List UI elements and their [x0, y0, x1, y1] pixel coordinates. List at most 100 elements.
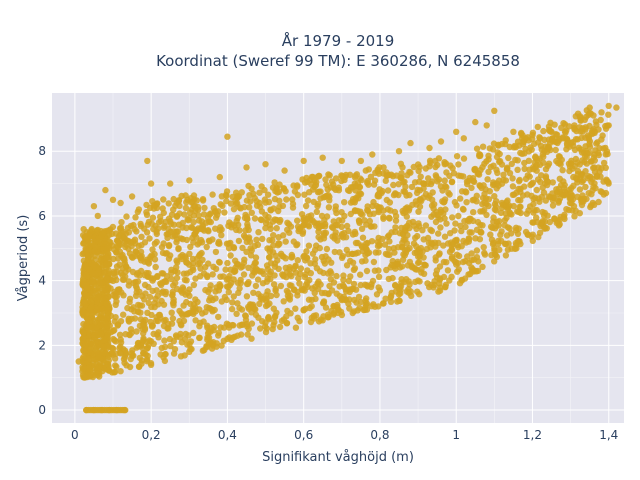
data-point	[109, 345, 117, 352]
data-point	[165, 200, 172, 207]
data-point	[179, 236, 186, 243]
data-point	[186, 177, 193, 184]
data-point	[479, 222, 486, 229]
data-point	[533, 186, 540, 194]
data-point	[85, 372, 93, 379]
data-point	[133, 328, 140, 335]
data-point	[431, 239, 439, 246]
data-point	[308, 212, 315, 219]
data-point	[436, 263, 444, 270]
data-point	[446, 172, 453, 180]
data-point	[141, 296, 148, 303]
data-point	[195, 217, 203, 224]
data-point	[279, 202, 287, 210]
x-tick-labels: 0 0,2 0,4 0,6 0,8 1 1,2 1,4	[71, 428, 618, 442]
data-point	[304, 197, 312, 204]
data-point	[351, 207, 359, 215]
data-point	[574, 193, 581, 200]
data-point	[137, 220, 144, 228]
data-point	[598, 136, 605, 143]
data-point	[540, 212, 548, 219]
data-point	[536, 135, 544, 142]
data-point	[591, 168, 599, 176]
data-point	[102, 286, 109, 293]
data-point	[82, 341, 89, 348]
data-point	[98, 233, 105, 240]
data-point	[170, 195, 177, 203]
data-point	[169, 233, 177, 240]
data-point	[457, 222, 464, 229]
data-point	[540, 153, 547, 160]
data-point	[187, 338, 195, 345]
data-point	[248, 320, 256, 327]
data-point	[120, 228, 127, 235]
data-point	[298, 211, 306, 218]
data-point	[534, 123, 541, 131]
data-point	[112, 338, 119, 345]
data-point	[149, 214, 157, 221]
data-point	[126, 295, 134, 302]
chart-title: År 1979 - 2019	[282, 31, 395, 50]
data-point	[248, 209, 255, 216]
data-point	[504, 246, 512, 253]
data-point	[613, 104, 620, 111]
data-point	[481, 190, 488, 198]
data-point	[168, 269, 175, 276]
data-point	[209, 236, 216, 243]
data-point	[120, 311, 127, 318]
data-point	[376, 287, 384, 294]
scatter-points	[75, 102, 620, 414]
data-point	[233, 310, 240, 317]
data-point	[605, 102, 612, 110]
data-point	[587, 173, 594, 181]
data-point	[230, 322, 237, 329]
data-point	[252, 265, 260, 272]
data-point	[182, 336, 189, 343]
data-point	[338, 254, 346, 261]
data-point	[229, 299, 236, 306]
data-point	[600, 178, 607, 185]
data-point	[459, 258, 467, 266]
data-point	[143, 209, 150, 216]
data-point	[294, 257, 301, 264]
data-point	[173, 257, 180, 264]
data-point	[208, 306, 216, 313]
data-point	[125, 245, 132, 252]
data-point	[591, 157, 598, 164]
data-point	[240, 271, 248, 278]
data-point	[242, 313, 249, 320]
data-point	[273, 225, 280, 232]
data-point	[216, 173, 223, 181]
data-point	[399, 164, 406, 171]
data-point	[283, 196, 290, 203]
data-point	[425, 239, 433, 246]
data-point	[324, 270, 332, 277]
data-point	[144, 309, 151, 316]
data-point	[332, 206, 339, 213]
data-point	[87, 340, 94, 347]
data-point	[147, 361, 155, 368]
data-point	[453, 261, 460, 268]
data-point	[86, 228, 94, 236]
data-point	[289, 204, 297, 211]
data-point	[468, 229, 475, 236]
data-point	[341, 199, 348, 206]
data-point	[127, 222, 135, 230]
data-point	[243, 293, 251, 300]
data-point	[96, 279, 103, 286]
data-point	[280, 232, 287, 239]
data-point	[446, 191, 453, 198]
data-point	[495, 237, 502, 245]
data-point	[455, 161, 462, 168]
data-point	[120, 355, 128, 363]
data-point	[394, 260, 402, 267]
data-point	[85, 356, 92, 363]
data-point	[271, 179, 278, 186]
data-point	[414, 288, 421, 295]
data-point	[380, 207, 387, 214]
data-point	[81, 262, 89, 269]
data-point	[180, 270, 188, 277]
data-point	[192, 317, 199, 324]
data-point	[116, 248, 124, 255]
data-point	[167, 218, 174, 225]
